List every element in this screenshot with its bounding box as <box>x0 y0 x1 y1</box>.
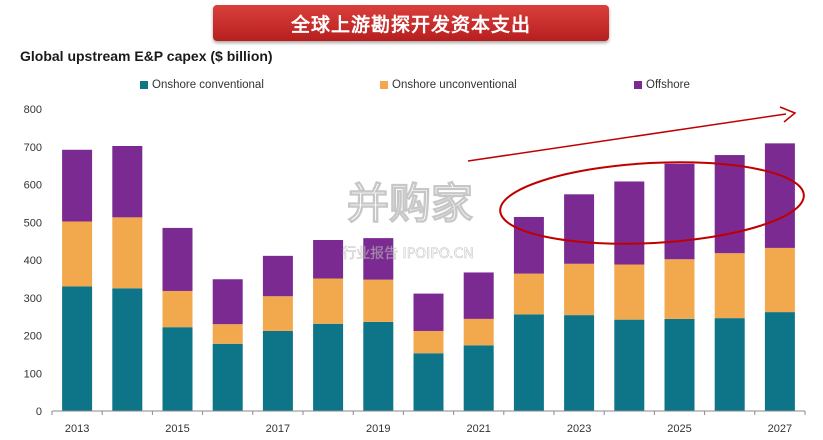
bar-segment-onshore-unconventional-2021 <box>463 318 494 346</box>
bar-segment-onshore-conventional-2025 <box>664 318 695 411</box>
bar-segment-onshore-conventional-2027 <box>764 312 795 411</box>
legend-swatch-offshore <box>634 81 642 89</box>
bar-segment-onshore-unconventional-2016 <box>212 324 243 344</box>
banner-title: 全球上游勘探开发资本支出 <box>213 5 609 41</box>
legend-item-onshore-conventional: Onshore conventional <box>140 79 264 91</box>
y-axis: 0 100 200 300 400 500 600 700 800 <box>24 104 42 418</box>
bar-segment-onshore-unconventional-2018 <box>313 278 344 324</box>
legend-label-onshore-conventional: Onshore conventional <box>152 79 264 91</box>
bar-segment-onshore-conventional-2020 <box>413 353 444 411</box>
y-tick-label: 100 <box>24 368 42 380</box>
y-tick-label: 800 <box>24 104 42 116</box>
bar-segment-onshore-conventional-2013 <box>62 286 93 411</box>
y-tick-label: 0 <box>36 406 42 418</box>
bar-segment-offshore-2016 <box>212 279 243 325</box>
bar-segment-offshore-2015 <box>162 227 193 291</box>
bar-segment-onshore-conventional-2015 <box>162 327 193 411</box>
bar-segment-offshore-2017 <box>262 255 293 297</box>
watermark: 并购家 行业报告 IPOIPO.CN <box>342 179 474 263</box>
chart-legend: Onshore conventional Onshore unconventio… <box>0 79 823 97</box>
legend-swatch-onshore-conventional <box>140 81 148 89</box>
bar-segment-onshore-unconventional-2024 <box>614 264 645 320</box>
trend-arrow-head <box>779 106 797 123</box>
x-tick-label: 2017 <box>266 423 290 435</box>
bar-segment-onshore-unconventional-2013 <box>62 221 93 287</box>
x-tick-label: 2021 <box>466 423 490 435</box>
bar-segment-offshore-2024 <box>614 181 645 265</box>
trend-arrow-line <box>467 113 787 162</box>
watermark-main: 并购家 <box>347 179 473 228</box>
y-tick-label: 200 <box>24 331 42 343</box>
bar-segment-onshore-conventional-2026 <box>714 318 745 411</box>
bar-segment-onshore-conventional-2014 <box>112 288 143 411</box>
bar-segment-onshore-unconventional-2026 <box>714 253 745 319</box>
y-tick-label: 600 <box>24 180 42 192</box>
bar-segment-offshore-2020 <box>413 293 444 331</box>
bar-segment-onshore-conventional-2016 <box>212 343 243 411</box>
bar-segment-onshore-unconventional-2027 <box>764 247 795 313</box>
bar-segment-onshore-unconventional-2020 <box>413 330 444 354</box>
bar-segment-offshore-2019 <box>363 238 394 280</box>
y-tick-label: 300 <box>24 293 42 305</box>
bar-segment-onshore-conventional-2022 <box>513 314 544 411</box>
bar-segment-offshore-2027 <box>764 143 795 248</box>
x-tick-label: 2025 <box>667 423 691 435</box>
legend-item-offshore: Offshore <box>634 79 690 91</box>
bar-segment-onshore-unconventional-2022 <box>513 273 544 315</box>
bar-segment-offshore-2022 <box>513 216 544 274</box>
bar-segment-offshore-2023 <box>564 194 595 264</box>
bar-segment-offshore-2013 <box>62 149 93 222</box>
watermark-sub: 行业报告 IPOIPO.CN <box>342 246 474 262</box>
legend-label-onshore-unconventional: Onshore unconventional <box>392 79 517 91</box>
bar-segment-onshore-conventional-2024 <box>614 319 645 411</box>
bars <box>62 143 795 411</box>
chart-title: Global upstream E&P capex ($ billion) <box>20 48 273 64</box>
x-tick-label: 2027 <box>768 423 792 435</box>
bar-segment-onshore-unconventional-2014 <box>112 217 143 289</box>
legend-swatch-onshore-unconventional <box>380 81 388 89</box>
bar-segment-onshore-conventional-2017 <box>262 330 293 411</box>
bar-segment-onshore-conventional-2023 <box>564 315 595 411</box>
bar-segment-onshore-conventional-2018 <box>313 323 344 411</box>
bar-segment-onshore-unconventional-2023 <box>564 263 595 316</box>
bar-segment-onshore-unconventional-2019 <box>363 279 394 322</box>
x-tick-label: 2013 <box>65 423 89 435</box>
x-tick-label: 2023 <box>567 423 591 435</box>
bar-segment-onshore-unconventional-2025 <box>664 259 695 319</box>
bar-segment-onshore-unconventional-2015 <box>162 290 193 328</box>
bar-segment-offshore-2026 <box>714 155 745 254</box>
x-axis: 2013 2015 2017 2019 2021 2023 2025 2027 <box>51 410 806 435</box>
bar-segment-onshore-unconventional-2017 <box>262 296 293 331</box>
bar-segment-onshore-conventional-2019 <box>363 321 394 411</box>
legend-item-onshore-unconventional: Onshore unconventional <box>380 79 517 91</box>
bar-segment-onshore-conventional-2021 <box>463 345 494 411</box>
bar-segment-offshore-2014 <box>112 145 143 218</box>
y-tick-label: 700 <box>24 142 42 154</box>
bar-segment-offshore-2025 <box>664 163 695 260</box>
y-tick-label: 500 <box>24 217 42 229</box>
bar-segment-offshore-2021 <box>463 272 494 319</box>
highlight-ellipse <box>499 161 805 245</box>
x-tick-label: 2019 <box>366 423 390 435</box>
legend-label-offshore: Offshore <box>646 79 690 91</box>
bar-segment-offshore-2018 <box>313 239 344 279</box>
y-tick-label: 400 <box>24 255 42 267</box>
x-tick-label: 2015 <box>165 423 189 435</box>
